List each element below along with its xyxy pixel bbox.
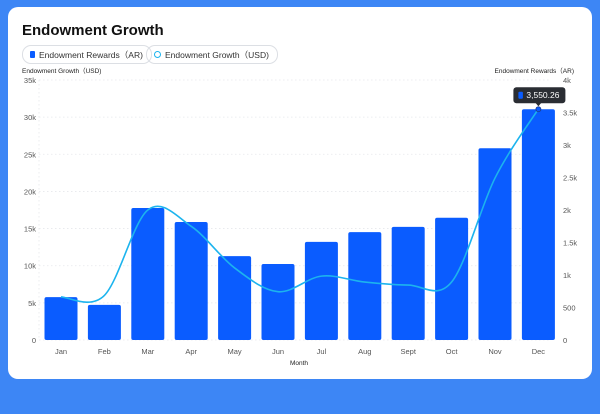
right-tick-label: 1k	[563, 271, 571, 280]
tooltip-swatch-icon	[518, 91, 523, 99]
left-tick-label: 25k	[24, 150, 36, 159]
x-tick-label: Oct	[446, 347, 459, 356]
x-tick-label: Jun	[272, 347, 284, 356]
left-tick-label: 0	[32, 336, 36, 345]
growth-line	[60, 108, 540, 303]
bar-apr	[174, 222, 208, 340]
left-tick-label: 20k	[24, 187, 36, 196]
left-tick-label: 35k	[24, 76, 36, 85]
right-tick-label: 4k	[563, 76, 571, 85]
x-tick-label: Aug	[358, 347, 371, 356]
right-axis-title: Endowment Rewards（AR)	[494, 68, 574, 75]
right-tick-label: 3k	[563, 141, 571, 150]
x-tick-label: Mar	[141, 347, 154, 356]
bar-may	[218, 256, 252, 340]
bar-oct	[435, 217, 469, 340]
bar-dec	[521, 109, 555, 341]
tooltip-point	[535, 106, 542, 113]
bar-jul	[304, 241, 338, 340]
legend-label: Endowment Rewards（AR)	[39, 49, 143, 60]
left-axis-title: Endowment Growth（USD)	[22, 68, 102, 75]
tooltip-value: 3,550.26	[526, 90, 559, 100]
bar-mar	[131, 208, 165, 340]
chart-title: Endowment Growth	[22, 22, 164, 39]
legend-item-growth[interactable]: Endowment Growth（USD)	[146, 45, 278, 64]
tooltip-arrow	[535, 102, 542, 107]
legend-label: Endowment Growth（USD)	[165, 49, 269, 60]
left-tick-label: 10k	[24, 262, 36, 271]
bar-jan	[44, 297, 78, 340]
bar-jun	[261, 263, 295, 340]
right-tick-label: 2k	[563, 206, 571, 215]
x-tick-label: Apr	[185, 347, 197, 356]
right-tick-label: 1.5k	[563, 239, 577, 248]
bar-aug	[348, 232, 382, 340]
bar-swatch-icon	[30, 51, 35, 58]
x-tick-label: Jul	[317, 347, 327, 356]
x-tick-label: Feb	[98, 347, 111, 356]
bar-feb	[87, 304, 121, 340]
x-tick-label: Jan	[55, 347, 67, 356]
right-tick-label: 3.5k	[563, 109, 577, 118]
left-tick-label: 15k	[24, 225, 36, 234]
left-tick-label: 30k	[24, 113, 36, 122]
x-tick-label: May	[228, 347, 242, 356]
bar-sept	[391, 226, 425, 340]
tooltip-box	[513, 87, 566, 104]
x-tick-label: Sept	[400, 347, 416, 356]
left-tick-label: 5k	[28, 299, 36, 308]
right-tick-label: 2.5k	[563, 174, 577, 183]
legend-item-rewards[interactable]: Endowment Rewards（AR)	[22, 45, 152, 64]
x-tick-label: Dec	[532, 347, 546, 356]
x-tick-label: Nov	[488, 347, 502, 356]
right-tick-label: 500	[563, 304, 576, 313]
right-tick-label: 0	[563, 336, 567, 345]
x-axis-title: Month	[290, 360, 308, 367]
line-swatch-icon	[154, 51, 161, 58]
